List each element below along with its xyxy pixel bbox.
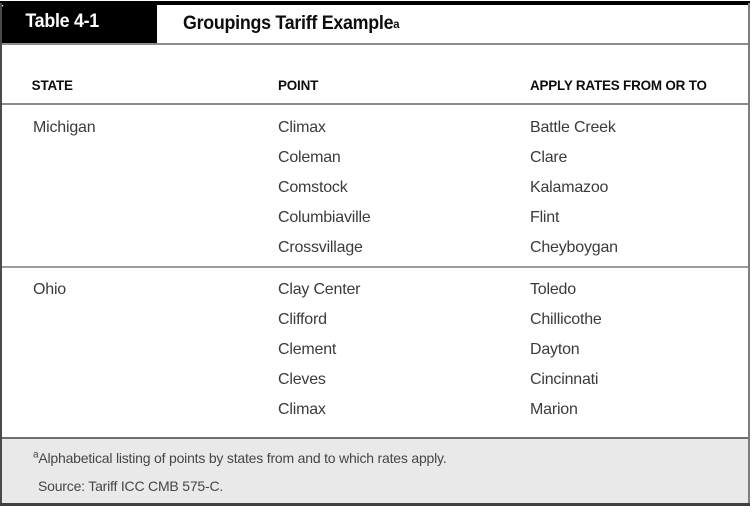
cell-apply: Clare bbox=[530, 149, 568, 166]
column-header-divider bbox=[0, 103, 750, 105]
table-row: Ohio Clay Center Toledo bbox=[0, 275, 750, 305]
cell-state bbox=[0, 335, 278, 365]
cell-apply: Flint bbox=[530, 209, 560, 226]
cell-apply: Cheyboygan bbox=[530, 239, 618, 256]
table-row: Columbiaville Flint bbox=[0, 203, 750, 233]
table-number-tab: Table 4-1 bbox=[0, 1, 157, 43]
top-border-bar bbox=[0, 1, 750, 5]
cell-state bbox=[0, 173, 278, 203]
column-header-point: POINT bbox=[278, 77, 319, 93]
cell-apply: Battle Creek bbox=[530, 119, 616, 136]
cell-point: Cleves bbox=[278, 371, 326, 388]
table-number-label: Table 4-1 bbox=[25, 11, 99, 32]
column-header-row: STATE POINT APPLY RATES FROM OR TO bbox=[0, 70, 750, 100]
table-title: Groupings Tariff Example a bbox=[183, 13, 400, 34]
footnote-text: Alphabetical listing of points by states… bbox=[38, 450, 447, 466]
cell-point: Clifford bbox=[278, 311, 327, 328]
cell-point: Climax bbox=[278, 401, 326, 418]
cell-apply: Dayton bbox=[530, 341, 580, 358]
table-row: Crossvillage Cheyboygan bbox=[0, 233, 750, 263]
table-row: Michigan Climax Battle Creek bbox=[0, 113, 750, 143]
cell-state bbox=[0, 395, 278, 425]
footnote-marker: a bbox=[33, 449, 39, 461]
cell-state bbox=[0, 143, 278, 173]
cell-apply: Toledo bbox=[530, 281, 576, 298]
cell-point: Columbiaville bbox=[278, 209, 371, 226]
column-header-apply-rates: APPLY RATES FROM OR TO bbox=[530, 77, 707, 93]
section-divider bbox=[0, 266, 750, 268]
cell-state bbox=[0, 365, 278, 395]
footnote: aAlphabetical listing of points by state… bbox=[33, 448, 750, 468]
source-note: Source: Tariff ICC CMB 575-C. bbox=[38, 478, 224, 494]
section-ohio: Ohio Clay Center Toledo Clifford Chillic… bbox=[0, 275, 750, 425]
bottom-border bbox=[0, 503, 750, 506]
cell-state bbox=[0, 203, 278, 233]
cell-apply: Cincinnati bbox=[530, 371, 599, 388]
cell-point: Clay Center bbox=[278, 281, 361, 298]
table-row: Comstock Kalamazoo bbox=[0, 173, 750, 203]
section-michigan: Michigan Climax Battle Creek Coleman Cla… bbox=[0, 113, 750, 263]
cell-point: Comstock bbox=[278, 179, 348, 196]
cell-state: Michigan bbox=[33, 119, 96, 136]
cell-apply: Chillicothe bbox=[530, 311, 602, 328]
column-header-state: STATE bbox=[31, 77, 73, 93]
table-row: Climax Marion bbox=[0, 395, 750, 425]
title-divider bbox=[0, 43, 750, 45]
cell-point: Coleman bbox=[278, 149, 341, 166]
cell-point: Clement bbox=[278, 341, 337, 358]
table-row: Clement Dayton bbox=[0, 335, 750, 365]
cell-state bbox=[0, 305, 278, 335]
cell-state bbox=[0, 233, 278, 263]
right-border bbox=[748, 3, 750, 506]
left-border bbox=[0, 3, 2, 506]
table-row: Cleves Cincinnati bbox=[0, 365, 750, 395]
cell-state: Ohio bbox=[33, 281, 66, 298]
table-row: Coleman Clare bbox=[0, 143, 750, 173]
table-footer: aAlphabetical listing of points by state… bbox=[0, 437, 750, 503]
cell-point: Climax bbox=[278, 119, 326, 136]
cell-point: Crossvillage bbox=[278, 239, 363, 256]
table-row: Clifford Chillicothe bbox=[0, 305, 750, 335]
table-title-text: Groupings Tariff Example bbox=[183, 13, 394, 34]
cell-apply: Marion bbox=[530, 401, 578, 418]
cell-apply: Kalamazoo bbox=[530, 179, 609, 196]
